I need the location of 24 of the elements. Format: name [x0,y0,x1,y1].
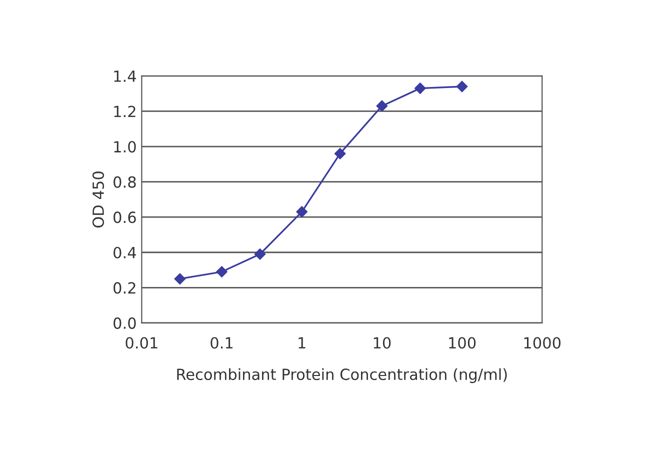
x-tick-label: 0.1 [210,337,233,349]
point [254,248,266,260]
x-tick-label: 1000 [524,337,561,349]
x-tick-label: 0.01 [126,337,158,349]
point [414,82,426,94]
y-tick-label: 0.2 [114,282,136,294]
point [296,206,308,218]
point [376,100,388,112]
x-tick-label: 100 [449,337,476,349]
x-axis-title: Recombinant Protein Concentration (ng/ml) [177,368,507,384]
point [334,148,346,160]
y-tick-label: 0.6 [114,212,136,224]
x-tick-label: 10 [374,337,391,349]
y-axis-title: OD 450 [92,172,104,228]
y-tick-label: 0.4 [114,246,136,258]
point [174,273,186,284]
y-tick-label: 1.2 [114,106,136,118]
y-tick-label: 0.8 [114,176,136,188]
y-tick-label: 1.0 [114,140,136,153]
point [216,266,228,278]
point [456,80,468,92]
y-tick-label: 0.0 [114,317,136,329]
x-tick-label: 1 [298,337,306,348]
y-tick-label: 1.4 [114,70,136,82]
